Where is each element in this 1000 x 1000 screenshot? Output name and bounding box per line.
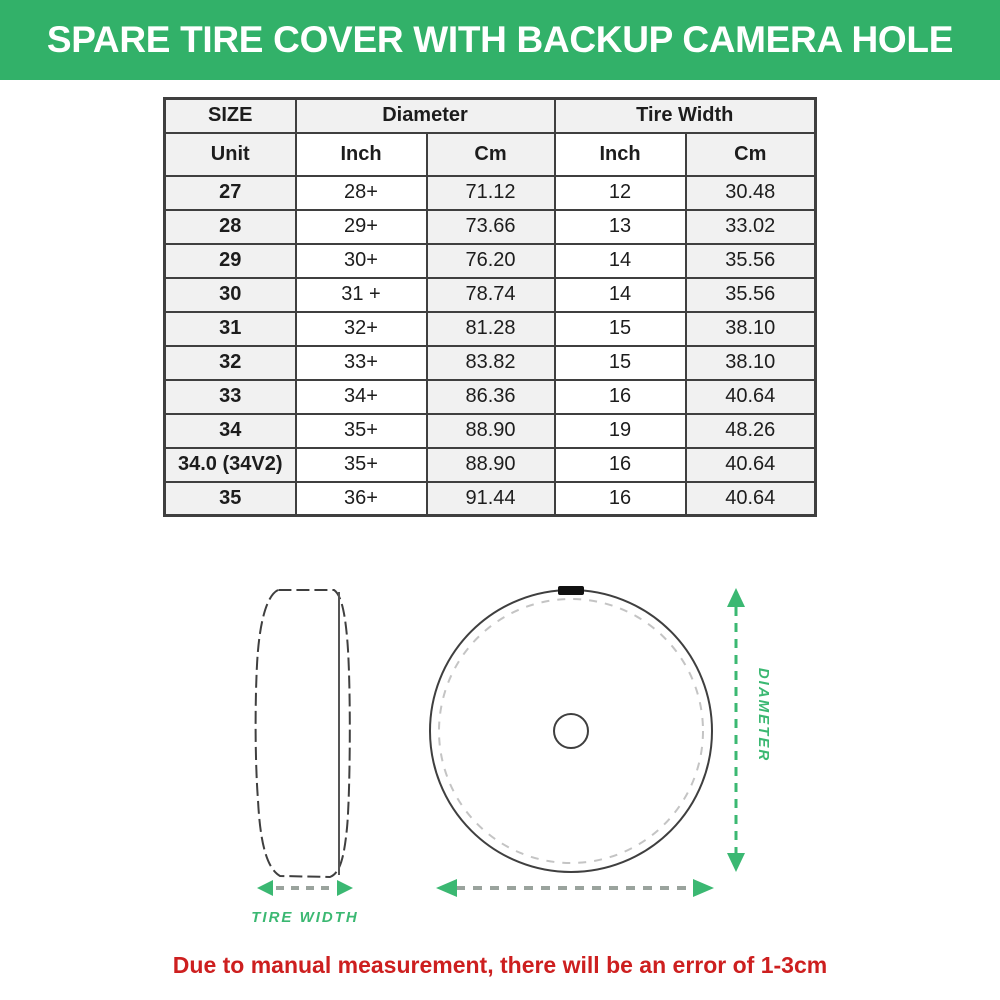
width-inch-cell: 15 xyxy=(553,310,687,347)
header-diameter: Diameter xyxy=(294,97,556,134)
header-tire-width: Tire Width xyxy=(553,97,817,134)
diameter-cm-cell: 83.82 xyxy=(425,344,556,381)
tire-side-view xyxy=(254,589,351,879)
unit-diameter-cm: Cm xyxy=(425,131,556,177)
size-cell: 31 xyxy=(163,310,297,347)
width-cm-cell: 38.10 xyxy=(684,344,817,381)
tire-width-arrow: TIRE WIDTH xyxy=(251,880,359,926)
header-size: SIZE xyxy=(163,97,297,134)
width-cm-cell: 38.10 xyxy=(684,310,817,347)
diameter-arrow-horizontal xyxy=(436,879,714,897)
table-unit-row: Unit Inch Cm Inch Cm xyxy=(163,131,817,177)
width-inch-cell: 16 xyxy=(553,480,687,517)
width-inch-cell: 16 xyxy=(553,378,687,415)
measurement-disclaimer: Due to manual measurement, there will be… xyxy=(172,952,828,978)
width-cm-cell: 40.64 xyxy=(684,480,817,517)
size-cell: 29 xyxy=(163,242,297,279)
diameter-inch-cell: 31 + xyxy=(294,276,428,313)
width-inch-cell: 16 xyxy=(553,446,687,483)
diameter-inch-cell: 35+ xyxy=(294,412,428,449)
width-cm-cell: 40.64 xyxy=(684,446,817,483)
diameter-inch-cell: 34+ xyxy=(294,378,428,415)
size-cell: 27 xyxy=(163,174,297,211)
unit-label: Unit xyxy=(163,131,297,177)
table-row: 34 35+ 88.90 19 48.26 xyxy=(163,412,817,449)
diameter-cm-cell: 81.28 xyxy=(425,310,556,347)
tire-width-label: TIRE WIDTH xyxy=(251,909,359,926)
width-cm-cell: 33.02 xyxy=(684,208,817,245)
table-row: 35 36+ 91.44 16 40.64 xyxy=(163,480,817,517)
unit-diameter-inch: Inch xyxy=(294,131,428,177)
size-cell: 34.0 (34V2) xyxy=(163,446,297,483)
table-row: 29 30+ 76.20 14 35.56 xyxy=(163,242,817,279)
size-cell: 33 xyxy=(163,378,297,415)
diameter-label: DIAMETER xyxy=(755,668,772,762)
diameter-inch-cell: 36+ xyxy=(294,480,428,517)
width-inch-cell: 14 xyxy=(553,276,687,313)
diameter-cm-cell: 78.74 xyxy=(425,276,556,313)
diameter-cm-cell: 86.36 xyxy=(425,378,556,415)
diameter-inch-cell: 33+ xyxy=(294,344,428,381)
unit-width-inch: Inch xyxy=(553,131,687,177)
title-banner: SPARE TIRE COVER WITH BACKUP CAMERA HOLE xyxy=(0,0,1000,80)
width-inch-cell: 15 xyxy=(553,344,687,381)
width-cm-cell: 35.56 xyxy=(684,242,817,279)
size-cell: 30 xyxy=(163,276,297,313)
size-table: SIZE Diameter Tire Width Unit Inch Cm In… xyxy=(163,97,817,517)
diameter-inch-cell: 32+ xyxy=(294,310,428,347)
diameter-inch-cell: 35+ xyxy=(294,446,428,483)
diameter-cm-cell: 76.20 xyxy=(425,242,556,279)
diameter-inch-cell: 29+ xyxy=(294,208,428,245)
diameter-cm-cell: 88.90 xyxy=(425,412,556,449)
unit-width-cm: Cm xyxy=(684,131,817,177)
size-cell: 28 xyxy=(163,208,297,245)
width-inch-cell: 19 xyxy=(553,412,687,449)
diameter-cm-cell: 91.44 xyxy=(425,480,556,517)
diameter-arrow-vertical: DIAMETER xyxy=(727,588,772,872)
width-inch-cell: 14 xyxy=(553,242,687,279)
tire-front-view xyxy=(429,586,713,873)
table-row: 33 34+ 86.36 16 40.64 xyxy=(163,378,817,415)
table-row: 27 28+ 71.12 12 30.48 xyxy=(163,174,817,211)
width-cm-cell: 48.26 xyxy=(684,412,817,449)
width-cm-cell: 30.48 xyxy=(684,174,817,211)
diameter-inch-cell: 30+ xyxy=(294,242,428,279)
diameter-inch-cell: 28+ xyxy=(294,174,428,211)
table-row: 30 31 + 78.74 14 35.56 xyxy=(163,276,817,313)
table-row: 34.0 (34V2) 35+ 88.90 16 40.64 xyxy=(163,446,817,483)
size-cell: 32 xyxy=(163,344,297,381)
width-inch-cell: 13 xyxy=(553,208,687,245)
cover-seam-mark xyxy=(558,586,584,595)
size-cell: 34 xyxy=(163,412,297,449)
width-inch-cell: 12 xyxy=(553,174,687,211)
diameter-cm-cell: 73.66 xyxy=(425,208,556,245)
diameter-cm-cell: 71.12 xyxy=(425,174,556,211)
table-header-group-row: SIZE Diameter Tire Width xyxy=(163,97,817,134)
width-cm-cell: 40.64 xyxy=(684,378,817,415)
page-title: SPARE TIRE COVER WITH BACKUP CAMERA HOLE xyxy=(46,19,954,60)
table-row: 31 32+ 81.28 15 38.10 xyxy=(163,310,817,347)
table-row: 28 29+ 73.66 13 33.02 xyxy=(163,208,817,245)
backup-camera-hole xyxy=(553,713,589,749)
diameter-cm-cell: 88.90 xyxy=(425,446,556,483)
width-cm-cell: 35.56 xyxy=(684,276,817,313)
size-cell: 35 xyxy=(163,480,297,517)
tire-cover-diagram: TIRE WIDTH DIAMETER xyxy=(251,586,772,926)
table-row: 32 33+ 83.82 15 38.10 xyxy=(163,344,817,381)
